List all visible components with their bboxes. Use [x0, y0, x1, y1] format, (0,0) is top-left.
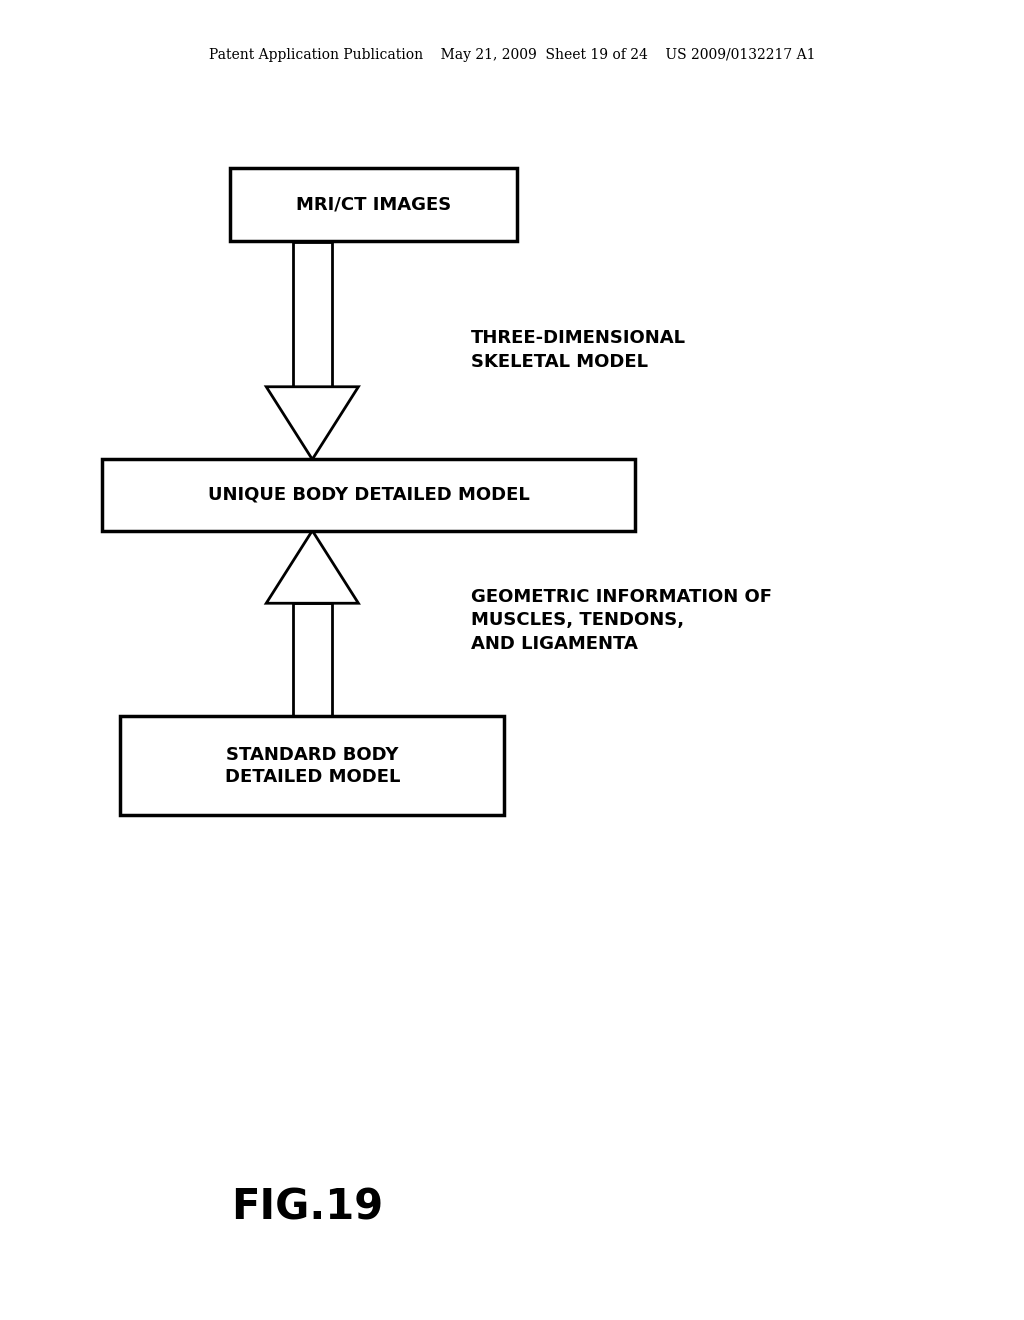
Text: GEOMETRIC INFORMATION OF
MUSCLES, TENDONS,
AND LIGAMENTA: GEOMETRIC INFORMATION OF MUSCLES, TENDON… [471, 587, 772, 653]
Text: FIG.19: FIG.19 [231, 1187, 383, 1229]
Bar [230, 168, 517, 242]
Bar [121, 715, 504, 814]
Bar [102, 458, 635, 531]
Bar [293, 603, 332, 717]
Bar [293, 242, 332, 387]
Polygon shape [266, 531, 358, 603]
Text: MRI/CT IMAGES: MRI/CT IMAGES [296, 195, 452, 214]
Polygon shape [266, 387, 358, 459]
Text: UNIQUE BODY DETAILED MODEL: UNIQUE BODY DETAILED MODEL [208, 486, 529, 504]
Text: STANDARD BODY
DETAILED MODEL: STANDARD BODY DETAILED MODEL [224, 746, 400, 785]
Text: Patent Application Publication    May 21, 2009  Sheet 19 of 24    US 2009/013221: Patent Application Publication May 21, 2… [209, 49, 815, 62]
Text: THREE-DIMENSIONAL
SKELETAL MODEL: THREE-DIMENSIONAL SKELETAL MODEL [471, 329, 686, 371]
